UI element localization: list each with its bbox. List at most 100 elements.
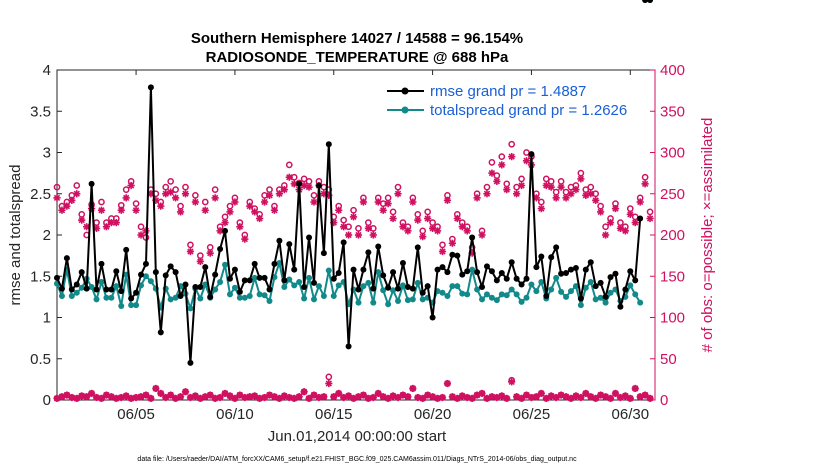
obs-possible-point	[290, 173, 298, 181]
obs-assimilated-point	[265, 191, 274, 199]
rmse-point	[345, 343, 352, 350]
rmse-point	[533, 264, 540, 271]
data-file-footer: data file: /Users/raeder/DAI/ATM_forcXX/…	[137, 456, 577, 463]
obs-assimilated-point	[448, 239, 456, 247]
y-left-tick-label: 0.5	[30, 351, 51, 368]
rmse-point	[301, 283, 308, 290]
x-tick-label: 06/25	[513, 406, 551, 423]
chart-title-line2: RADIOSONDE_TEMPERATURE @ 688 hPa	[206, 49, 509, 66]
obs-assimilated-point	[369, 231, 377, 239]
obs-assimilated-point	[517, 394, 526, 402]
rmse-point	[419, 289, 426, 296]
obs-assimilated-point	[611, 205, 620, 213]
obs-assimilated-point	[601, 231, 610, 239]
totalspread-point	[78, 284, 85, 291]
totalspread-point	[419, 296, 426, 303]
obs-possible-point	[192, 192, 199, 199]
rmse-point	[187, 359, 194, 366]
x-tick-label: 06/30	[612, 406, 650, 423]
rmse-point	[528, 151, 535, 158]
rmse-point	[147, 84, 154, 91]
obs-assimilated-point	[478, 389, 486, 397]
totalspread-point	[503, 292, 510, 299]
obs-assimilated-point	[577, 393, 585, 402]
totalspread-point	[493, 297, 500, 304]
obs-possible-point	[646, 208, 654, 216]
obs-assimilated-point	[631, 219, 639, 227]
rmse-point	[340, 239, 347, 246]
rmse-point	[113, 268, 120, 275]
totalspread-point	[212, 286, 219, 293]
obs-assimilated-point	[216, 227, 224, 235]
totalspread-point	[360, 283, 367, 290]
totalspread-point	[587, 279, 594, 286]
legend-rmse-marker	[401, 87, 409, 95]
obs-possible-point	[498, 153, 506, 160]
totalspread-point	[217, 279, 224, 286]
totalspread-series	[54, 0, 654, 312]
obs-assimilated-point	[280, 186, 288, 194]
obs-assimilated-point	[443, 196, 452, 204]
obs-possible-point	[211, 186, 219, 193]
obs-assimilated-point	[97, 206, 106, 214]
totalspread-point	[375, 269, 382, 276]
totalspread-point	[454, 283, 461, 290]
rmse-point	[390, 269, 397, 276]
obs-assimilated-point	[335, 206, 343, 214]
obs-assimilated-point	[211, 194, 219, 202]
obs-possible-point	[98, 198, 105, 206]
obs-assimilated-point	[63, 202, 71, 210]
totalspread-point	[464, 291, 471, 298]
obs-assimilated-point	[508, 153, 516, 161]
obs-assimilated-point	[256, 214, 264, 223]
obs-assimilated-point	[532, 393, 540, 401]
obs-assimilated-point	[424, 214, 432, 223]
rmse-point	[404, 283, 411, 290]
totalspread-point	[113, 283, 120, 290]
totalspread-point	[310, 296, 317, 303]
rmse-point	[212, 271, 219, 278]
obs-possible-point	[641, 173, 649, 181]
obs-assimilated-point	[503, 186, 511, 194]
y-right-tick-label: 100	[660, 310, 685, 327]
obs-assimilated-point	[631, 384, 639, 393]
x-tick-label: 06/20	[414, 406, 452, 423]
obs-assimilated-point	[181, 388, 190, 396]
obs-assimilated-point	[349, 394, 358, 402]
totalspread-point	[370, 299, 377, 306]
totalspread-point	[385, 301, 392, 308]
obs-assimilated-point	[404, 227, 412, 235]
y-left-tick-label: 3.5	[30, 103, 51, 120]
totalspread-point	[513, 291, 520, 298]
rmse-series	[54, 0, 654, 366]
totalspread-point	[108, 294, 115, 301]
totalspread-point	[226, 291, 233, 298]
obs-possible-point	[187, 241, 194, 249]
obs-assimilated-point	[557, 183, 565, 191]
rmse-point	[538, 253, 545, 260]
rmse-point	[479, 283, 486, 290]
obs-assimilated-point	[147, 394, 155, 402]
obs-possible-point	[201, 198, 209, 206]
obs-possible-point	[300, 175, 308, 183]
rmse-point	[118, 288, 125, 295]
rmse-point	[286, 241, 293, 248]
totalspread-point	[315, 283, 322, 290]
rmse-point	[123, 246, 130, 253]
obs-possible-point	[122, 186, 130, 193]
y-right-tick-label: 200	[660, 227, 685, 244]
rmse-point	[58, 285, 65, 292]
obs-assimilated-point	[473, 194, 481, 202]
rmse-point	[637, 215, 644, 222]
obs-assimilated-point	[508, 378, 516, 386]
y-axis-left: 0 0.5 1 1.5 2 2.5 3 3.5 4	[30, 62, 62, 409]
totalspread-point	[558, 288, 565, 295]
obs-assimilated-point	[409, 384, 417, 393]
rmse-point	[622, 286, 629, 293]
obs-assimilated-point	[335, 389, 343, 397]
rmse-point	[266, 286, 273, 293]
obs-assimilated-point	[53, 194, 61, 202]
obs-possible-point	[167, 178, 175, 185]
rmse-point	[103, 286, 110, 293]
